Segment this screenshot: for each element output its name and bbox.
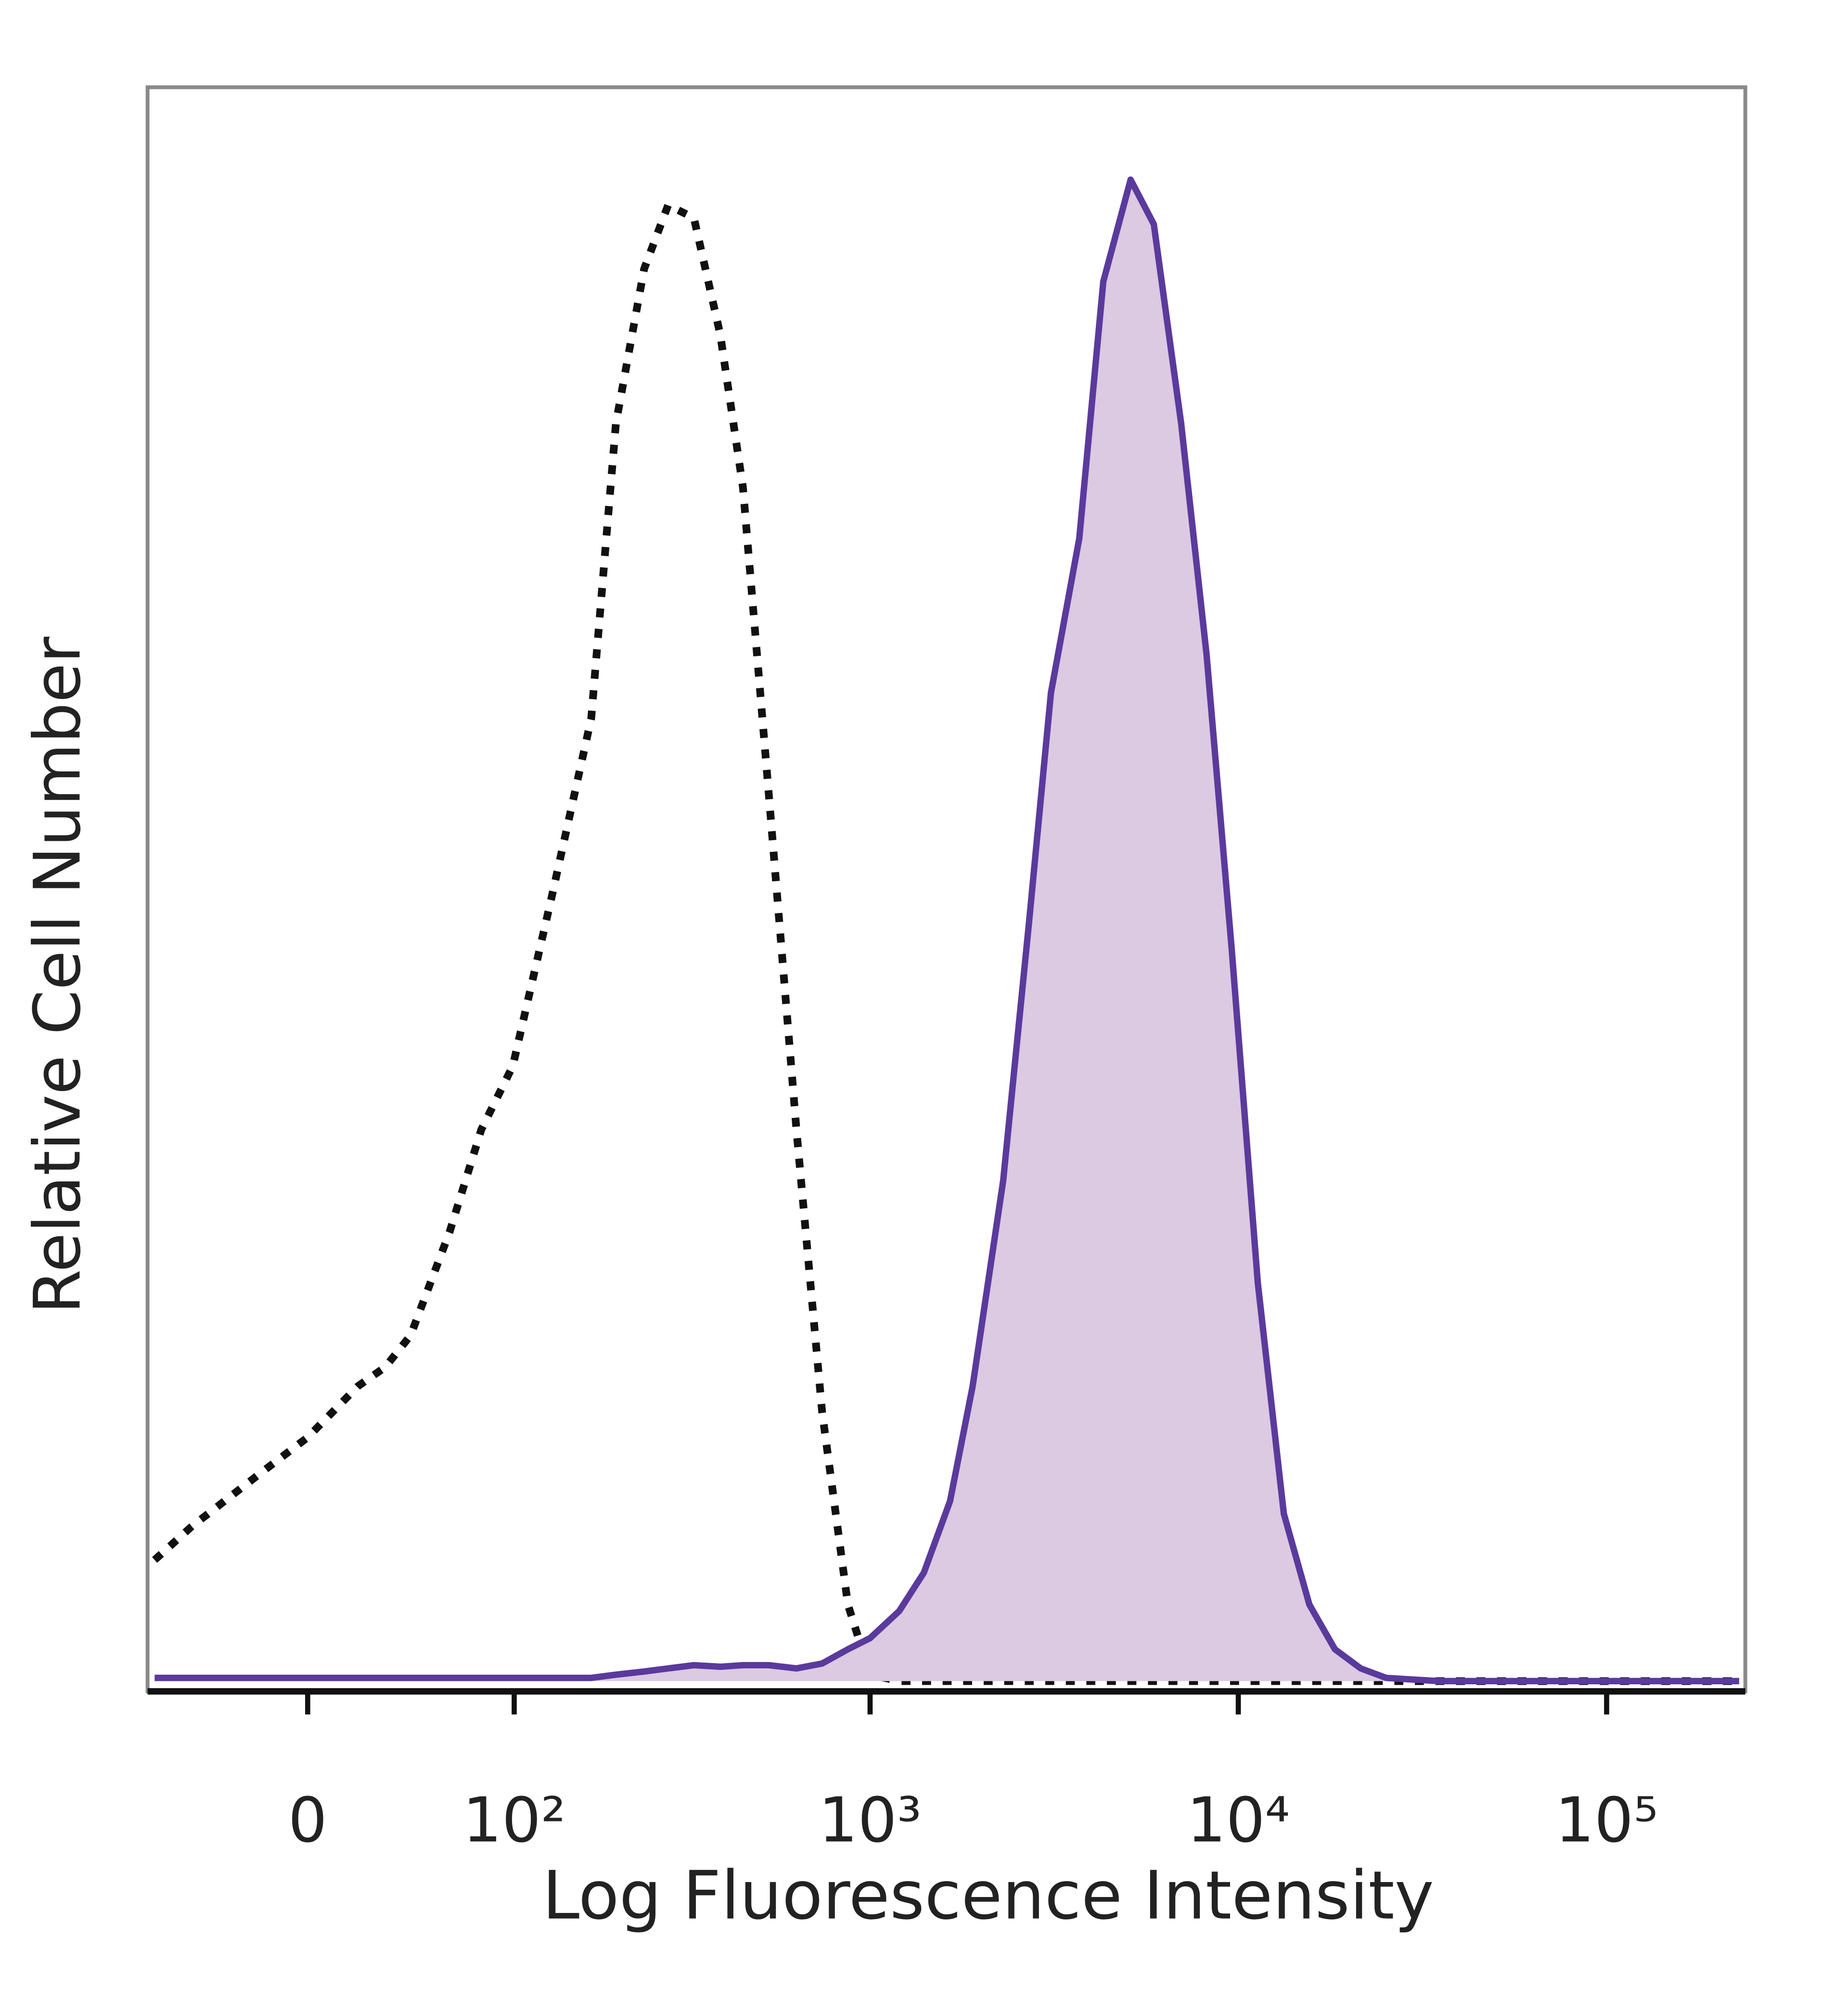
x-tick-label: 10³ xyxy=(819,1785,922,1857)
plot-frame xyxy=(145,85,1747,1693)
x-axis-title: Log Fluorescence Intensity xyxy=(542,1857,1434,1935)
area-fill xyxy=(154,179,1739,1681)
x-tick-label: 0 xyxy=(288,1785,327,1857)
dashed-line xyxy=(152,201,1739,1685)
x-tick-label: 10² xyxy=(462,1785,565,1857)
x-tick-label: 10⁴ xyxy=(1187,1785,1290,1857)
x-tick-label: 10⁵ xyxy=(1555,1785,1658,1857)
line xyxy=(154,176,1739,1684)
y-axis-title: Relative Cell Number xyxy=(20,637,95,1314)
